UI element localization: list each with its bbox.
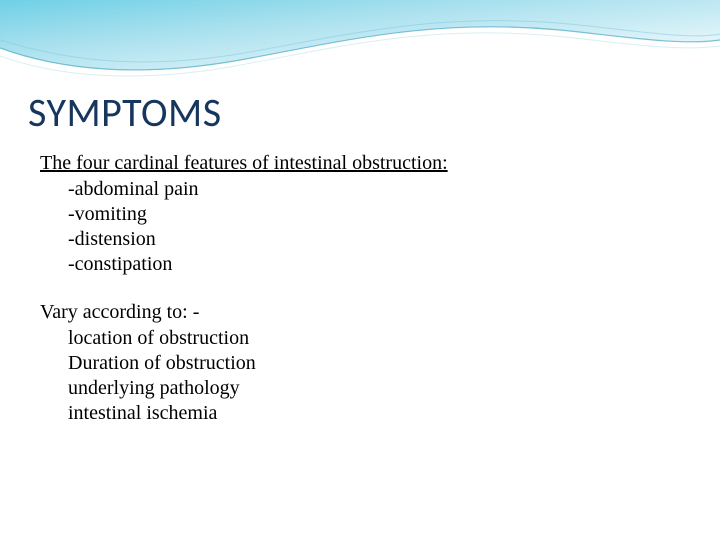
list-item: -distension [68, 227, 680, 252]
list-item: -abdominal pain [68, 177, 680, 202]
wave-decoration-icon [0, 0, 720, 90]
slide-body: The four cardinal features of intestinal… [40, 152, 680, 426]
list-item: intestinal ischemia [68, 401, 680, 426]
list-item: -vomiting [68, 202, 680, 227]
vary-intro-line: Vary according to: - [40, 301, 680, 324]
list-item: location of obstruction [68, 326, 680, 351]
list-item: Duration of obstruction [68, 351, 680, 376]
list-item: -constipation [68, 252, 680, 277]
list-item: underlying pathology [68, 376, 680, 401]
vary-factors-list: location of obstruction Duration of obst… [68, 326, 680, 426]
cardinal-features-list: -abdominal pain -vomiting -distension -c… [68, 177, 680, 277]
slide: SYMPTOMS The four cardinal features of i… [0, 0, 720, 540]
slide-heading: SYMPTOMS [28, 88, 222, 137]
intro-line: The four cardinal features of intestinal… [40, 152, 680, 175]
